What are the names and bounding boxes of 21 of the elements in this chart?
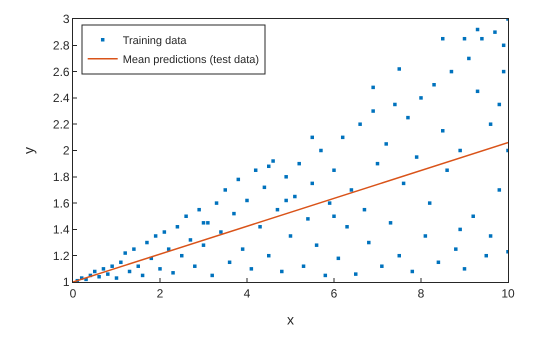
legend-label: Training data (122, 35, 188, 48)
x-tick-label: 8 (418, 286, 425, 300)
y-tick-label: 2 (62, 144, 70, 158)
y-tick-label: 2.6 (52, 64, 70, 79)
y-tick-label: 2.8 (52, 38, 70, 52)
x-tick-label: 4 (244, 286, 251, 300)
y-tick-label: 1.2 (52, 248, 70, 263)
y-tick-label: 1.4 (52, 222, 70, 237)
y-tick-label: 1.6 (52, 196, 70, 210)
y-tick-label: 2.2 (52, 117, 70, 132)
y-tick-label: 3 (62, 12, 70, 26)
y-tick-label: 1.8 (52, 170, 70, 184)
x-tick-label: 6 (330, 286, 338, 300)
y-tick-label: 2.4 (52, 91, 70, 106)
x-tick-label: 10 (501, 286, 515, 300)
x-tick-label: 2 (156, 286, 164, 300)
y-tick-label: 1 (62, 275, 70, 290)
x-axis-title: x (287, 312, 294, 328)
x-tick-label: 0 (70, 286, 77, 300)
legend-label: Mean predictions (test data) (122, 54, 260, 66)
y-axis-title: y (20, 147, 37, 154)
